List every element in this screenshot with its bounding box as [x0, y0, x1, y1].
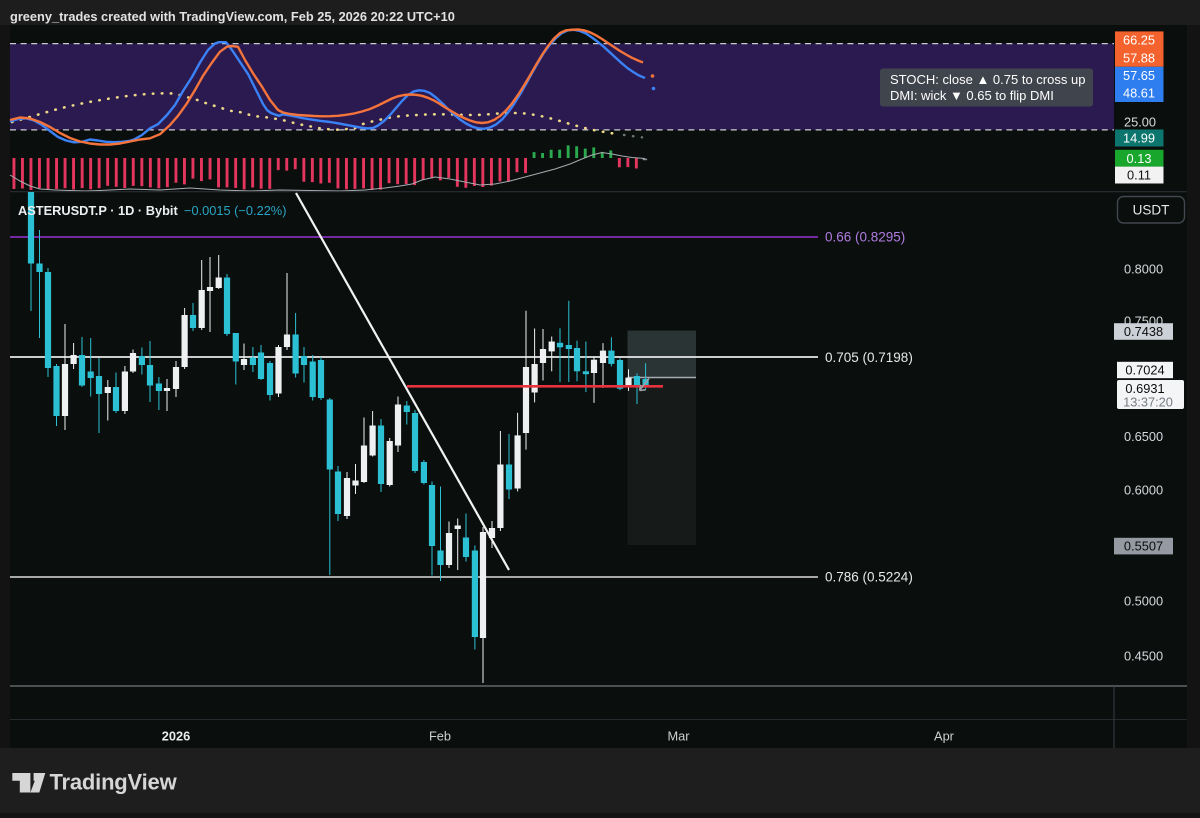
- svg-text:Feb: Feb: [429, 729, 451, 744]
- svg-text:−0.0015 (−0.22%): −0.0015 (−0.22%): [184, 203, 286, 218]
- svg-text:0.6931: 0.6931: [1125, 381, 1164, 396]
- svg-text:Apr: Apr: [934, 729, 955, 744]
- svg-text:0.786 (0.5224): 0.786 (0.5224): [825, 570, 913, 585]
- svg-text:0.13: 0.13: [1127, 151, 1152, 166]
- svg-text:0.705 (0.7198): 0.705 (0.7198): [825, 350, 913, 365]
- svg-text:66.25: 66.25: [1123, 33, 1155, 48]
- svg-text:57.88: 57.88: [1123, 50, 1155, 65]
- svg-text:0.7438: 0.7438: [1124, 324, 1163, 339]
- svg-text:0.6500: 0.6500: [1124, 429, 1163, 444]
- svg-text:greeny_trades created with Tra: greeny_trades created with TradingView.c…: [10, 9, 455, 24]
- svg-text:2026: 2026: [162, 729, 190, 744]
- svg-text:0.5000: 0.5000: [1124, 593, 1163, 608]
- svg-text:0.66 (0.8295): 0.66 (0.8295): [825, 230, 905, 245]
- svg-text:13:37:20: 13:37:20: [1123, 395, 1173, 410]
- svg-text:TradingView: TradingView: [50, 770, 178, 795]
- svg-text:0.4500: 0.4500: [1124, 649, 1163, 664]
- svg-text:14.99: 14.99: [1123, 131, 1155, 146]
- svg-text:USDT: USDT: [1133, 203, 1170, 218]
- svg-text:STOCH: close ▲ 0.75 to cross u: STOCH: close ▲ 0.75 to cross up: [890, 72, 1085, 87]
- svg-text:0.8000: 0.8000: [1124, 261, 1163, 276]
- svg-text:0.11: 0.11: [1127, 168, 1151, 183]
- svg-text:0.5507: 0.5507: [1124, 538, 1163, 553]
- svg-text:DMI: wick ▼ 0.65 to flip DMI: DMI: wick ▼ 0.65 to flip DMI: [890, 88, 1054, 103]
- svg-text:25.00: 25.00: [1124, 114, 1156, 129]
- svg-text:0.7024: 0.7024: [1125, 362, 1164, 377]
- svg-text:48.61: 48.61: [1123, 86, 1155, 101]
- svg-text:ASTERUSDT.P · 1D · Bybit: ASTERUSDT.P · 1D · Bybit: [18, 203, 178, 218]
- svg-text:0.6000: 0.6000: [1124, 482, 1163, 497]
- svg-text:57.65: 57.65: [1123, 68, 1155, 83]
- svg-text:Mar: Mar: [667, 729, 690, 744]
